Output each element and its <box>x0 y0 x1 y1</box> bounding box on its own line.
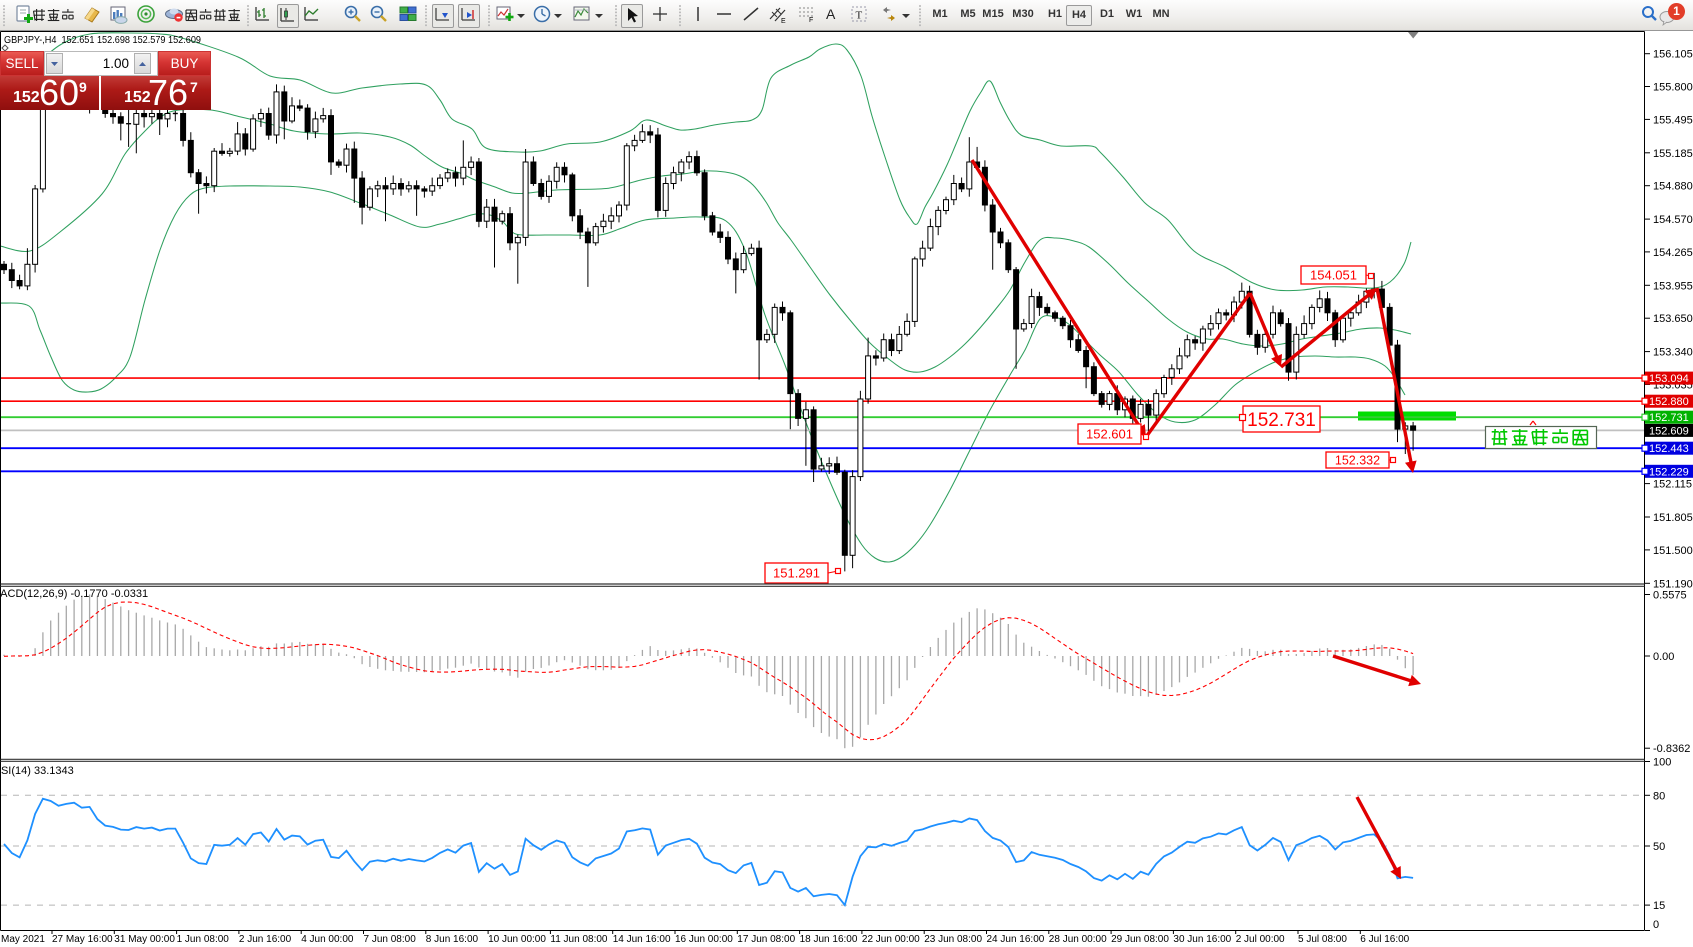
svg-text:22 Jun 00:00: 22 Jun 00:00 <box>862 934 920 945</box>
svg-text:153.340: 153.340 <box>1653 347 1693 359</box>
svg-text:24 Jun 16:00: 24 Jun 16:00 <box>987 934 1045 945</box>
svg-text:4 Jun 00:00: 4 Jun 00:00 <box>301 934 354 945</box>
svg-text:151.190: 151.190 <box>1653 578 1693 590</box>
svg-text:152.115: 152.115 <box>1653 479 1692 491</box>
svg-text:15: 15 <box>1653 900 1665 912</box>
svg-text:154.265: 154.265 <box>1653 247 1693 259</box>
svg-text:156.105: 156.105 <box>1653 49 1693 61</box>
svg-text:154.051: 154.051 <box>1310 268 1357 283</box>
svg-text:30 Jun 16:00: 30 Jun 16:00 <box>1173 934 1231 945</box>
svg-text:0.00: 0.00 <box>1653 651 1674 663</box>
svg-text:GBPJPY-,H4 152.651 152.698 15: GBPJPY-,H4 152.651 152.698 152.579 152.6… <box>4 34 201 46</box>
svg-text:152.731: 152.731 <box>1649 412 1689 424</box>
svg-text:2 Jul 00:00: 2 Jul 00:00 <box>1236 934 1285 945</box>
svg-text:May 2021: May 2021 <box>1 934 45 945</box>
svg-text:152.229: 152.229 <box>1649 466 1689 478</box>
svg-text:29 Jun 08:00: 29 Jun 08:00 <box>1111 934 1169 945</box>
svg-text:151.500: 151.500 <box>1653 545 1693 557</box>
svg-text:154.880: 154.880 <box>1653 181 1693 193</box>
svg-text:153.650: 153.650 <box>1653 313 1693 325</box>
svg-text:31 May 00:00: 31 May 00:00 <box>114 934 175 945</box>
svg-text:F: F <box>809 17 813 24</box>
svg-text:E: E <box>781 18 786 25</box>
svg-text:23 Jun 08:00: 23 Jun 08:00 <box>924 934 982 945</box>
svg-text:17 Jun 08:00: 17 Jun 08:00 <box>737 934 795 945</box>
svg-text:8 Jun 16:00: 8 Jun 16:00 <box>426 934 479 945</box>
svg-text:-0.8362: -0.8362 <box>1653 743 1690 755</box>
svg-text:18 Jun 16:00: 18 Jun 16:00 <box>800 934 858 945</box>
svg-text:154.570: 154.570 <box>1653 214 1693 226</box>
svg-text:100: 100 <box>1653 757 1671 769</box>
svg-text:11 Jun 08:00: 11 Jun 08:00 <box>550 934 608 945</box>
svg-text:152.731: 152.731 <box>1247 410 1316 431</box>
svg-text:153.094: 153.094 <box>1649 373 1689 385</box>
svg-text:152.609: 152.609 <box>1649 425 1689 437</box>
svg-text:155.185: 155.185 <box>1653 148 1693 160</box>
svg-text:151.805: 151.805 <box>1653 512 1693 524</box>
svg-text:RSI(14) 33.1343: RSI(14) 33.1343 <box>0 765 74 777</box>
svg-text:50: 50 <box>1653 841 1665 853</box>
svg-text:155.800: 155.800 <box>1653 82 1693 94</box>
svg-text:2 Jun 16:00: 2 Jun 16:00 <box>239 934 292 945</box>
svg-text:152.880: 152.880 <box>1649 396 1689 408</box>
svg-text:7 Jun 08:00: 7 Jun 08:00 <box>364 934 417 945</box>
svg-text:152.443: 152.443 <box>1649 443 1689 455</box>
svg-text:0.5575: 0.5575 <box>1653 590 1687 602</box>
svg-text:151.291: 151.291 <box>773 566 820 581</box>
svg-text:155.495: 155.495 <box>1653 114 1693 126</box>
svg-text:27 May 16:00: 27 May 16:00 <box>52 934 113 945</box>
svg-text:MACD(12,26,9) -0.1770 -0.0331: MACD(12,26,9) -0.1770 -0.0331 <box>0 588 148 600</box>
svg-text:28 Jun 00:00: 28 Jun 00:00 <box>1049 934 1107 945</box>
svg-text:10 Jun 00:00: 10 Jun 00:00 <box>488 934 546 945</box>
svg-text:152.332: 152.332 <box>1335 454 1380 468</box>
svg-text:T: T <box>856 10 863 22</box>
svg-text:0: 0 <box>1653 919 1659 931</box>
svg-text:5 Jul 08:00: 5 Jul 08:00 <box>1298 934 1347 945</box>
svg-text:1 Jun 08:00: 1 Jun 08:00 <box>177 934 230 945</box>
svg-text:80: 80 <box>1653 790 1665 802</box>
svg-text:152.601: 152.601 <box>1086 427 1133 442</box>
svg-text:14 Jun 16:00: 14 Jun 16:00 <box>613 934 671 945</box>
svg-text:16 Jun 00:00: 16 Jun 00:00 <box>675 934 733 945</box>
svg-text:153.955: 153.955 <box>1653 280 1693 292</box>
svg-text:6 Jul 16:00: 6 Jul 16:00 <box>1360 934 1409 945</box>
